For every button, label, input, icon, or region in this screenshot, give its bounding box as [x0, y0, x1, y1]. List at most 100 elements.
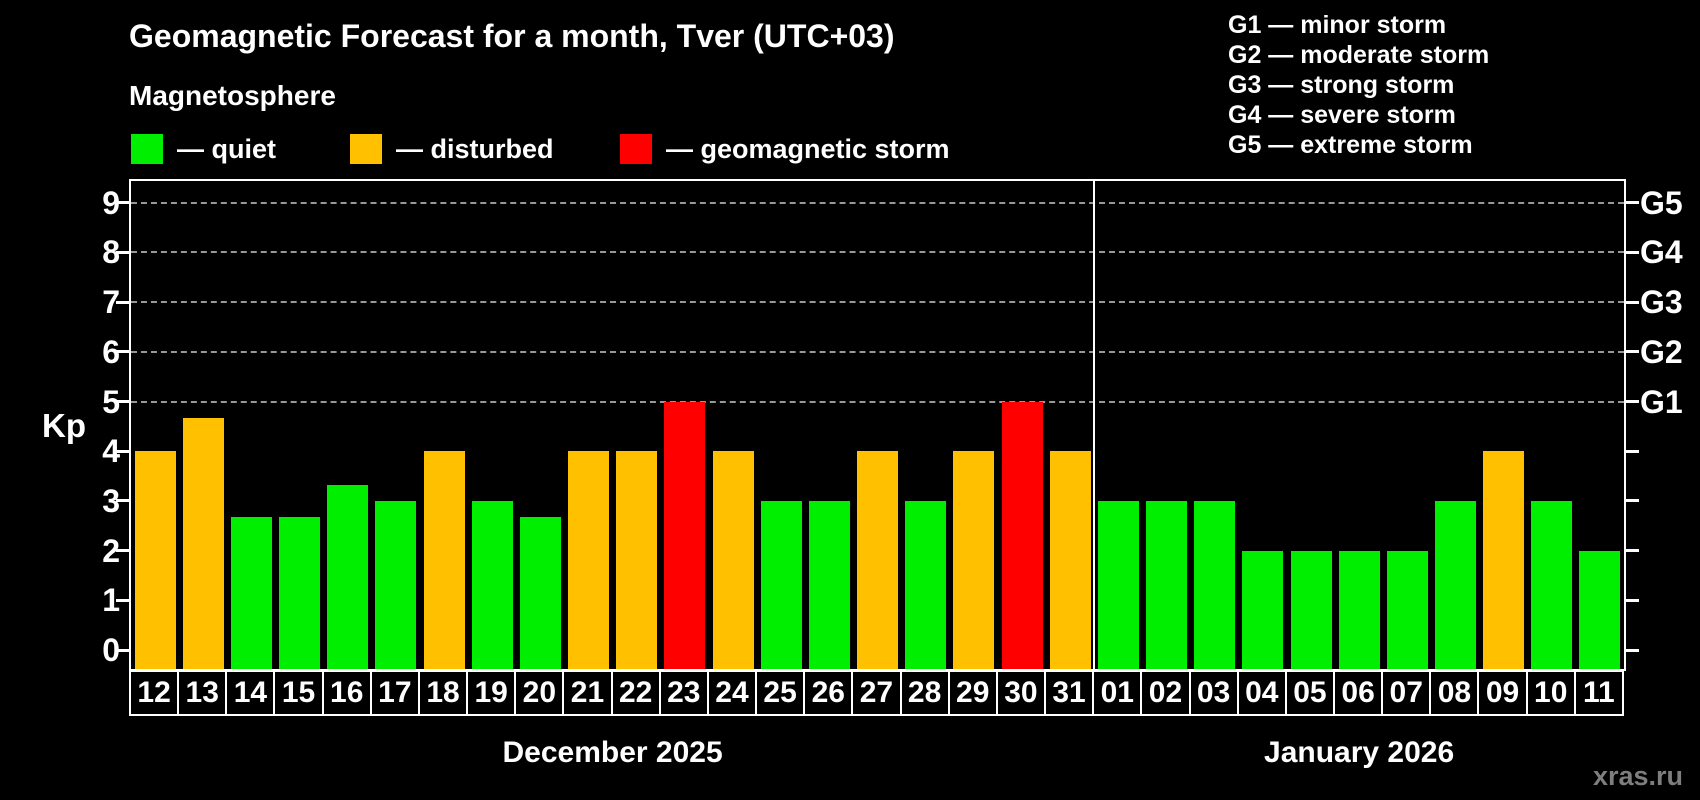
bar-january-02	[1146, 500, 1187, 669]
day-cell-04: 04	[1236, 670, 1287, 716]
y-axis-tick-label-1: 1	[102, 582, 120, 619]
storm-swatch-icon	[620, 134, 652, 164]
bar-december-21	[568, 451, 609, 669]
bar-december-24	[712, 451, 754, 669]
y-axis-tick-label-5: 5	[102, 383, 120, 420]
left-tick-kp-8	[116, 250, 129, 254]
left-tick-kp-3	[116, 499, 129, 503]
day-cell-18: 18	[417, 670, 469, 716]
storm-scale-g4: G4 — severe storm	[1228, 101, 1456, 129]
y-axis-tick-label-4: 4	[102, 433, 120, 470]
day-cell-11: 11	[1573, 670, 1624, 716]
day-cell-03: 03	[1188, 670, 1239, 716]
bar-december-13	[182, 417, 224, 669]
day-cell-02: 02	[1140, 670, 1191, 716]
gridline-kp-9	[131, 201, 1624, 204]
legend-item-storm: — geomagnetic storm	[620, 131, 950, 167]
day-cell-01: 01	[1092, 670, 1143, 716]
right-tick-kp-2	[1626, 549, 1639, 553]
left-tick-kp-2	[116, 549, 129, 553]
day-row-december: 12 13 14 15 16 17 18 19 20 21 22 23 24 25 26 27 28 29 30 31	[129, 670, 1095, 716]
left-tick-kp-5	[116, 400, 129, 403]
right-tick-kp-3	[1626, 499, 1639, 503]
day-cell-25: 25	[755, 670, 806, 716]
legend-label-storm: — geomagnetic storm	[666, 133, 950, 164]
storm-scale-g2: G2 — moderate storm	[1228, 41, 1490, 69]
y-axis-tick-label-6: 6	[102, 333, 120, 370]
disturbed-swatch-icon	[350, 134, 382, 164]
chart-subtitle: Magnetosphere	[129, 80, 336, 111]
right-tick-kp-6	[1626, 350, 1639, 354]
quiet-swatch-icon	[131, 134, 163, 164]
bar-december-18	[423, 451, 465, 669]
day-cell-06: 06	[1333, 670, 1384, 716]
bar-december-14	[230, 517, 272, 669]
y-axis-tick-label-9: 9	[102, 184, 120, 221]
day-cell-22: 22	[610, 670, 661, 716]
day-cell-29: 29	[947, 670, 998, 716]
bar-january-11	[1579, 550, 1621, 669]
y-axis-tick-label-3: 3	[102, 482, 120, 519]
left-tick-kp-1	[116, 598, 129, 602]
legend-item-quiet: — quiet	[131, 131, 276, 167]
month-label-december: December 2025	[502, 736, 723, 769]
plot-area	[116, 179, 1639, 671]
storm-scale-g1: G1 — minor storm	[1228, 11, 1447, 39]
left-tick-kp-4	[116, 449, 129, 453]
g-scale-label-g5: G5	[1640, 184, 1683, 221]
bar-january-10	[1531, 500, 1573, 669]
bar-december-22	[616, 451, 658, 669]
bar-january-08	[1434, 500, 1476, 669]
bar-january-09	[1483, 451, 1525, 669]
day-cell-09: 09	[1477, 670, 1528, 716]
day-cell-17: 17	[369, 670, 420, 716]
bar-december-28	[905, 500, 947, 669]
y-axis-tick-label-0: 0	[102, 632, 120, 668]
day-cell-24: 24	[706, 670, 758, 716]
bar-december-31	[1049, 451, 1091, 669]
bar-december-29	[953, 451, 995, 669]
bar-january-01	[1097, 500, 1139, 669]
right-tick-kp-1	[1626, 598, 1639, 602]
gridline-kp-6	[131, 350, 1624, 353]
day-cell-05: 05	[1284, 670, 1335, 716]
g-scale-label-g1: G1	[1640, 383, 1683, 420]
day-cell-15: 15	[273, 670, 324, 716]
day-cell-31: 31	[1043, 670, 1095, 716]
month-label-january: January 2026	[1264, 736, 1455, 769]
bar-december-19	[471, 500, 513, 669]
legend-label-quiet: — quiet	[177, 133, 276, 164]
left-tick-kp-0	[116, 648, 129, 652]
day-cell-23: 23	[658, 670, 709, 716]
bar-december-20	[519, 517, 561, 669]
day-cell-19: 19	[466, 670, 517, 716]
legend-item-disturbed: — disturbed	[350, 131, 554, 167]
bar-december-30	[1001, 401, 1043, 669]
bar-january-04	[1242, 550, 1284, 669]
day-cell-10: 10	[1525, 670, 1576, 716]
bar-december-16	[327, 484, 369, 669]
day-cell-07: 07	[1381, 670, 1432, 716]
bar-december-12	[134, 451, 176, 669]
right-tick-kp-9	[1626, 201, 1639, 205]
day-row-january: 01 02 03 04 05 06 07 08 09 10 11	[1092, 670, 1624, 716]
bar-december-17	[375, 500, 417, 669]
y-axis-tick-label-2: 2	[102, 532, 120, 569]
bar-december-27	[857, 451, 898, 669]
day-cell-21: 21	[562, 670, 613, 716]
gridline-kp-7	[131, 301, 1624, 304]
right-tick-kp-8	[1626, 250, 1639, 254]
right-tick-kp-7	[1626, 300, 1639, 304]
watermark: xras.ru	[1592, 761, 1683, 791]
left-tick-kp-7	[116, 300, 129, 304]
bar-january-03	[1194, 500, 1236, 669]
bar-december-26	[808, 500, 850, 669]
day-cell-27: 27	[851, 670, 902, 716]
storm-scale-g3: G3 — strong storm	[1228, 71, 1455, 99]
day-cell-28: 28	[899, 670, 950, 716]
left-tick-kp-9	[116, 201, 129, 205]
bar-january-05	[1290, 550, 1332, 669]
right-tick-kp-4	[1626, 449, 1639, 453]
bar-december-15	[279, 517, 321, 669]
